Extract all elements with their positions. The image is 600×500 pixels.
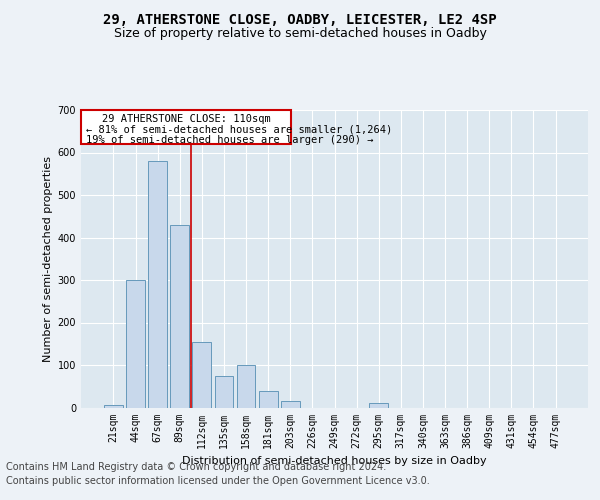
Text: Size of property relative to semi-detached houses in Oadby: Size of property relative to semi-detach… — [113, 28, 487, 40]
Bar — [193, 342, 211, 407]
Bar — [236, 365, 256, 408]
Bar — [104, 406, 123, 407]
Text: 29, ATHERSTONE CLOSE, OADBY, LEICESTER, LE2 4SP: 29, ATHERSTONE CLOSE, OADBY, LEICESTER, … — [103, 12, 497, 26]
Bar — [370, 403, 388, 407]
FancyBboxPatch shape — [81, 110, 291, 144]
Text: ← 81% of semi-detached houses are smaller (1,264): ← 81% of semi-detached houses are smalle… — [86, 125, 392, 135]
Y-axis label: Number of semi-detached properties: Number of semi-detached properties — [43, 156, 53, 362]
Text: Contains public sector information licensed under the Open Government Licence v3: Contains public sector information licen… — [6, 476, 430, 486]
Text: 19% of semi-detached houses are larger (290) →: 19% of semi-detached houses are larger (… — [86, 135, 374, 145]
Bar — [259, 390, 278, 407]
Text: 29 ATHERSTONE CLOSE: 110sqm: 29 ATHERSTONE CLOSE: 110sqm — [101, 114, 271, 124]
X-axis label: Distribution of semi-detached houses by size in Oadby: Distribution of semi-detached houses by … — [182, 456, 487, 466]
Bar — [170, 225, 189, 408]
Bar — [148, 161, 167, 408]
Bar — [281, 401, 299, 407]
Text: Contains HM Land Registry data © Crown copyright and database right 2024.: Contains HM Land Registry data © Crown c… — [6, 462, 386, 472]
Bar — [126, 280, 145, 407]
Bar — [215, 376, 233, 408]
